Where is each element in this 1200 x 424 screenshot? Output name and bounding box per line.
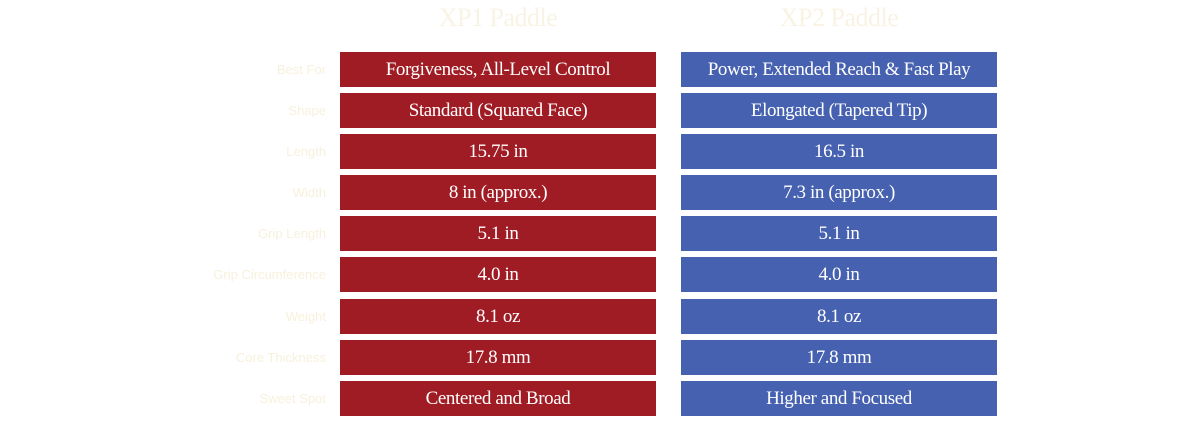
column-header-xp2: XP2 Paddle [779, 3, 899, 32]
xp1-value-cell: Centered and Broad [340, 381, 656, 416]
xp2-value-cell: Power, Extended Reach & Fast Play [681, 52, 997, 87]
row-label: Core Thickness [235, 350, 326, 365]
column-header-xp1: XP1 Paddle [438, 3, 558, 32]
table-row-weight: Weight 8.1 oz 8.1 oz [0, 299, 1200, 334]
row-label: Weight [285, 309, 326, 324]
row-label: Sweet Spot [259, 391, 327, 406]
row-label: Best For [276, 62, 326, 77]
row-label: Length [286, 144, 326, 159]
row-label: Shape [288, 103, 326, 118]
xp1-value-cell: 5.1 in [340, 216, 656, 251]
table-row-grip-circumference: Grip Circumference 4.0 in 4.0 in [0, 257, 1200, 292]
xp2-value-cell: 4.0 in [681, 257, 997, 292]
xp2-value-cell: 16.5 in [681, 134, 997, 169]
table-row-grip-length: Grip Length 5.1 in 5.1 in [0, 216, 1200, 251]
table-row-best-for: Best For Forgiveness, All-Level Control … [0, 52, 1200, 87]
xp1-value-cell: Standard (Squared Face) [340, 93, 656, 128]
table-row-width: Width 8 in (approx.) 7.3 in (approx.) [0, 175, 1200, 210]
table-row-sweet-spot: Sweet Spot Centered and Broad Higher and… [0, 381, 1200, 416]
xp1-value-cell: 15.75 in [340, 134, 656, 169]
xp2-value-cell: Elongated (Tapered Tip) [681, 93, 997, 128]
xp2-value-cell: Higher and Focused [681, 381, 997, 416]
xp2-value-cell: 17.8 mm [681, 340, 997, 375]
xp2-value-cell: 5.1 in [681, 216, 997, 251]
xp1-value-cell: 8.1 oz [340, 299, 656, 334]
table-row-length: Length 15.75 in 16.5 in [0, 134, 1200, 169]
xp2-value-cell: 7.3 in (approx.) [681, 175, 997, 210]
row-label: Grip Length [258, 226, 326, 241]
xp1-value-cell: 8 in (approx.) [340, 175, 656, 210]
xp1-value-cell: Forgiveness, All-Level Control [340, 52, 656, 87]
xp2-value-cell: 8.1 oz [681, 299, 997, 334]
table-row-core-thickness: Core Thickness 17.8 mm 17.8 mm [0, 340, 1200, 375]
xp1-value-cell: 17.8 mm [340, 340, 656, 375]
xp1-value-cell: 4.0 in [340, 257, 656, 292]
row-label: Width [292, 185, 326, 200]
row-label: Grip Circumference [213, 267, 326, 282]
table-row-shape: Shape Standard (Squared Face) Elongated … [0, 93, 1200, 128]
